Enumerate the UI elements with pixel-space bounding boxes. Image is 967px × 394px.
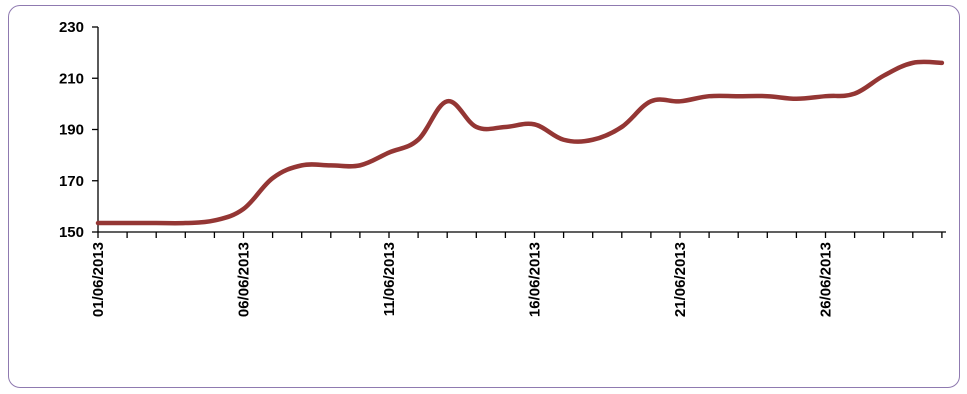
data-point: [358, 163, 362, 167]
data-point: [271, 176, 275, 180]
series-group: [95, 59, 945, 226]
data-point: [387, 151, 391, 155]
data-point: [533, 122, 537, 126]
data-point: [125, 221, 129, 225]
data-point: [96, 221, 100, 225]
data-point: [707, 94, 711, 98]
y-tick-label: 210: [59, 70, 84, 87]
x-tick-label: 21/06/2013: [672, 242, 689, 317]
series-line-0: [95, 59, 945, 226]
data-point: [445, 99, 449, 103]
data-point: [620, 125, 624, 129]
x-tick-label: 16/06/2013: [527, 242, 544, 317]
x-tick-label: 26/06/2013: [818, 242, 835, 317]
data-point: [416, 138, 420, 142]
data-point: [824, 94, 828, 98]
data-point: [329, 163, 333, 167]
data-point: [882, 74, 886, 78]
x-tick-label: 06/06/2013: [236, 242, 253, 317]
x-axis: 01/06/2013 06/06/2013 11/06/2013 16/06/2013…: [90, 231, 946, 317]
data-point: [794, 97, 798, 101]
data-point: [242, 207, 246, 211]
y-tick-label: 230: [59, 19, 84, 36]
data-point: [853, 92, 857, 96]
data-point: [503, 125, 507, 129]
data-point: [562, 138, 566, 142]
data-point: [183, 221, 187, 225]
x-tick-label: 01/06/2013: [90, 242, 107, 317]
data-point: [212, 218, 216, 222]
chart-frame: [8, 5, 960, 388]
data-point: [300, 163, 304, 167]
data-point: [649, 99, 653, 103]
x-tick-label: 11/06/2013: [381, 242, 398, 316]
data-point: [678, 99, 682, 103]
data-point: [591, 138, 595, 142]
data-point: [154, 221, 158, 225]
data-point: [474, 125, 478, 129]
data-point: [765, 94, 769, 98]
data-point: [911, 61, 915, 65]
y-tick-label: 150: [59, 224, 84, 241]
data-point: [940, 61, 944, 65]
y-tick-label: 190: [59, 122, 84, 139]
y-axis: 150 170 190 210 230: [59, 19, 99, 241]
data-point: [736, 94, 740, 98]
y-tick-label: 170: [59, 173, 84, 190]
